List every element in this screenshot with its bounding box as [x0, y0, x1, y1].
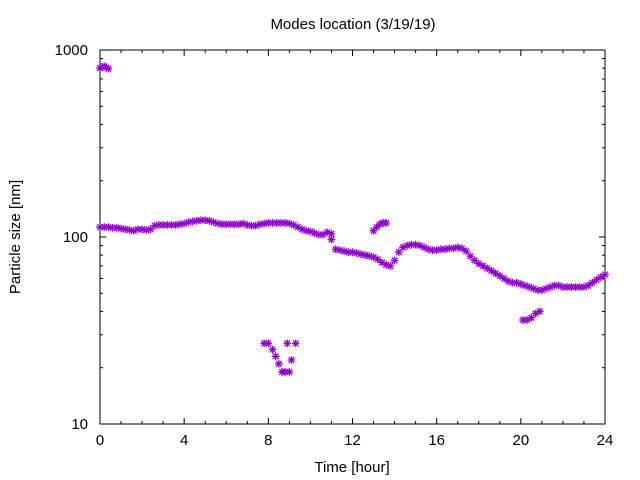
data-point	[159, 221, 167, 229]
x-axis-ticks: 0 4 8 12 16 20 24	[96, 50, 614, 449]
data-point	[283, 339, 292, 348]
y-axis-ticks: 10 100 1000	[55, 42, 605, 433]
data-point	[188, 217, 197, 226]
data-point	[327, 235, 336, 244]
data-point	[104, 64, 113, 73]
data-point	[563, 283, 571, 291]
data-point	[271, 352, 280, 361]
data-point	[403, 241, 412, 250]
y-axis-label: Particle size [nm]	[7, 180, 24, 294]
data-point	[491, 269, 500, 278]
data-point	[197, 216, 205, 225]
data-point	[584, 281, 593, 290]
data-point	[382, 219, 391, 227]
data-point	[432, 246, 441, 255]
data-point	[272, 219, 281, 227]
data-point	[287, 356, 296, 364]
x-tick-label: 0	[96, 432, 104, 449]
data-point	[462, 247, 470, 256]
data-point	[285, 368, 294, 376]
data-point	[268, 345, 277, 354]
data-point	[372, 223, 381, 231]
data-point	[575, 283, 584, 291]
x-tick-label: 16	[428, 432, 445, 449]
y-tick-label: 1000	[55, 42, 88, 59]
data-point	[184, 218, 193, 227]
data-point	[264, 339, 273, 348]
data-point	[281, 219, 290, 227]
data-point	[117, 224, 125, 233]
data-point	[479, 262, 487, 270]
data-point	[407, 240, 416, 249]
data-point	[142, 226, 151, 234]
data-point	[535, 307, 544, 316]
data-point	[487, 266, 496, 275]
data-point	[428, 246, 437, 255]
data-point	[567, 283, 576, 291]
y-tick-label: 10	[71, 416, 88, 433]
plot-frame	[99, 49, 606, 425]
data-point	[275, 359, 283, 368]
y-tick-label: 100	[63, 229, 88, 246]
data-point	[268, 219, 277, 227]
x-tick-label: 8	[264, 432, 272, 449]
data-point	[247, 221, 256, 230]
chart-title: Modes location (3/19/19)	[270, 16, 435, 33]
x-axis-label: Time [hour]	[314, 459, 389, 476]
data-point	[260, 219, 268, 228]
x-tick-label: 4	[180, 432, 188, 449]
data-points	[96, 62, 609, 376]
data-point	[601, 270, 609, 279]
x-tick-label: 12	[344, 432, 361, 449]
data-point	[386, 262, 395, 270]
x-tick-label: 24	[597, 432, 614, 449]
data-point	[222, 220, 231, 229]
data-point	[291, 339, 300, 348]
data-point	[260, 339, 268, 348]
data-point	[500, 274, 508, 283]
data-point	[226, 220, 235, 229]
data-point	[230, 220, 239, 229]
data-point	[146, 225, 155, 234]
data-point	[394, 248, 403, 256]
x-tick-label: 20	[512, 432, 529, 449]
data-point	[108, 223, 117, 232]
data-point	[373, 255, 382, 264]
data-point	[390, 256, 399, 265]
